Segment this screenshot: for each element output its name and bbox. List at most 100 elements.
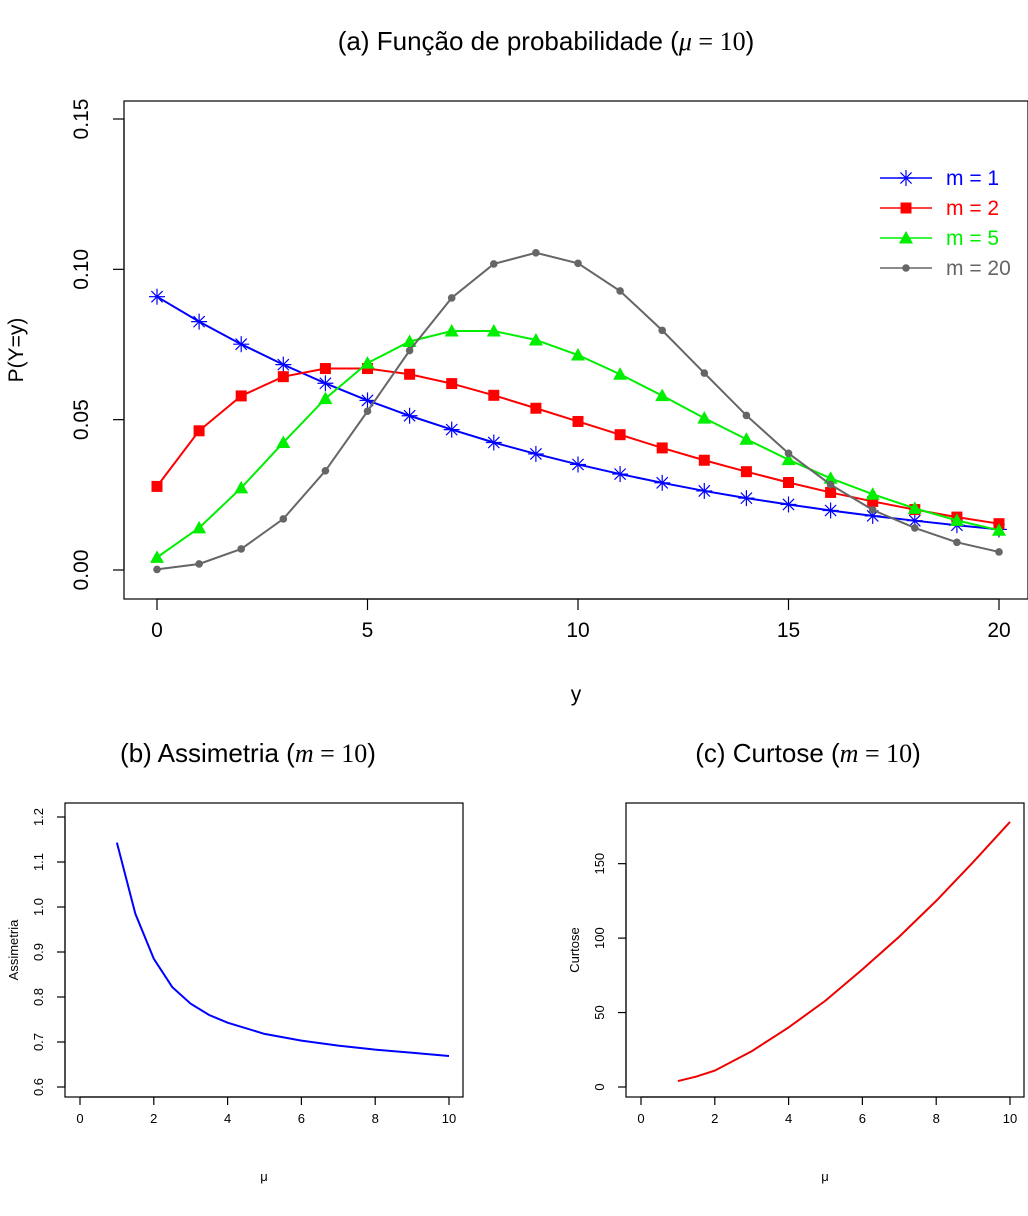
title-symbol: m	[295, 739, 314, 768]
y-axis: 0.6 0.7 0.8 0.9 1.0 1.1 1.2	[31, 808, 66, 1096]
asterisk-stroke	[824, 504, 837, 517]
data-point	[527, 445, 544, 462]
x-tick-label: 0	[637, 1111, 644, 1126]
y-tick-label: 0.00	[70, 550, 93, 591]
asterisk-stroke	[487, 436, 500, 449]
title-symbol: μ	[678, 27, 692, 56]
data-point	[193, 425, 205, 437]
asterisk-stroke	[403, 409, 416, 422]
skewness-line	[115, 842, 450, 1057]
data-point	[363, 407, 372, 416]
data-point	[446, 378, 458, 390]
data-point	[405, 346, 414, 355]
series-group	[149, 248, 1007, 574]
data-point	[234, 480, 249, 494]
data-point	[153, 565, 161, 574]
title-value: 10	[720, 27, 746, 56]
asterisk-stroke	[277, 358, 290, 371]
legend: m = 1 m = 2 m = 5 m = 20	[880, 167, 1011, 280]
x-tick-label: 8	[933, 1111, 940, 1126]
title-equals: =	[858, 739, 886, 768]
x-tick-label: 6	[859, 1111, 866, 1126]
plot-frame	[123, 100, 1028, 600]
y-tick-label: 1.1	[31, 853, 46, 871]
title-value: 10	[341, 739, 367, 768]
data-point	[865, 487, 880, 500]
asterisk-stroke	[614, 468, 627, 481]
x-axis: 0 5 10 15 20	[151, 598, 1011, 642]
x-tick-label: 10	[442, 1111, 456, 1126]
asterisk-stroke	[319, 377, 332, 390]
data-point	[447, 294, 456, 302]
data-point	[233, 336, 250, 353]
y-tick-label: 0.9	[31, 943, 46, 961]
data-point	[318, 391, 333, 405]
y-axis: 0 50 100 150	[592, 853, 627, 1091]
data-point	[486, 323, 501, 337]
data-point	[867, 495, 879, 507]
data-point	[911, 524, 919, 532]
title-symbol: m	[840, 739, 859, 768]
x-tick-label: 15	[777, 619, 800, 642]
series	[153, 248, 1003, 574]
series	[150, 323, 1006, 563]
x-axis-label: y	[571, 683, 582, 706]
y-tick-label: 0.15	[70, 99, 93, 140]
y-axis-label: P(Y=y)	[5, 318, 28, 383]
legend-label: m = 5	[946, 227, 999, 250]
asterisk-stroke	[908, 514, 921, 527]
y-tick-label: 0.05	[70, 399, 93, 440]
y-tick-label: 0.6	[31, 1078, 46, 1096]
x-axis-label: μ	[821, 1169, 829, 1184]
data-point	[614, 429, 626, 441]
asterisk-stroke	[529, 447, 542, 460]
data-point	[612, 466, 629, 483]
data-point	[444, 323, 459, 337]
panel-probability-function: 0 5 10 15 20 0.00 0.05 0.10 0.15 y P(Y=y) (a) Funçã…	[5, 26, 1028, 706]
data-point	[780, 496, 797, 513]
chart-title: (b) Assimetria (m = 10)	[120, 738, 376, 768]
x-tick-label: 20	[987, 619, 1010, 642]
data-point	[822, 502, 839, 519]
x-axis: 0 2 4 6 8 10	[76, 1096, 456, 1126]
data-point	[738, 490, 755, 507]
data-point	[953, 538, 961, 547]
data-point	[570, 456, 586, 473]
data-point	[279, 515, 288, 523]
data-point	[485, 434, 502, 451]
y-tick-label: 0.10	[70, 249, 93, 290]
y-tick-label: 150	[592, 853, 607, 875]
data-point	[191, 313, 208, 330]
kurtosis-line	[677, 821, 1011, 1083]
y-tick-label: 1.2	[31, 808, 46, 826]
data-point	[995, 548, 1003, 556]
y-tick-label: 0	[592, 1083, 607, 1090]
data-point	[823, 471, 838, 484]
data-point	[195, 560, 203, 568]
asterisk-stroke	[361, 394, 374, 407]
title-text: (b) Assimetria (	[120, 738, 295, 768]
asterisk-stroke	[899, 171, 913, 185]
data-point	[149, 288, 165, 305]
y-axis: 0.00 0.05 0.10 0.15	[70, 99, 125, 591]
x-tick-label: 0	[151, 619, 163, 642]
legend-label: m = 2	[946, 197, 999, 220]
data-point	[949, 513, 964, 526]
legend-label: m = 1	[946, 167, 999, 190]
data-point	[235, 390, 247, 402]
asterisk-stroke	[571, 458, 585, 471]
data-point	[488, 389, 500, 401]
data-point	[992, 523, 1006, 536]
data-point	[275, 356, 292, 373]
x-tick-label: 2	[150, 1111, 157, 1126]
data-point	[443, 421, 460, 438]
data-point	[613, 367, 628, 380]
chart-title: (a) Função de probabilidade (μ = 10)	[338, 26, 755, 56]
data-point	[696, 482, 713, 499]
data-point	[321, 466, 330, 475]
asterisk-stroke	[656, 476, 669, 489]
data-point	[826, 480, 835, 489]
data-point	[658, 326, 666, 335]
